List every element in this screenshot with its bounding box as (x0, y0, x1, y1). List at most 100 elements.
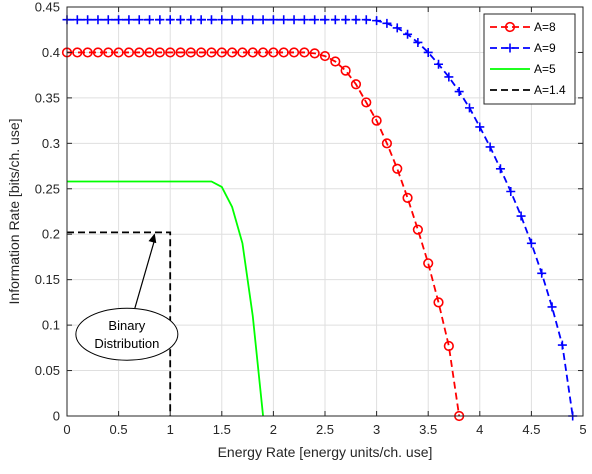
data-point (547, 302, 557, 312)
data-point (72, 15, 82, 25)
data-point (124, 15, 134, 25)
series-line (67, 51, 461, 417)
data-point (237, 15, 247, 25)
data-point (443, 340, 454, 352)
data-point (165, 47, 176, 58)
data-point (289, 15, 299, 25)
data-point (237, 47, 248, 58)
data-point (341, 15, 351, 25)
data-point (248, 15, 258, 25)
data-point (495, 164, 505, 174)
x-axis-label: Energy Rate [energy units/ch. use] (218, 444, 433, 460)
data-point (433, 297, 444, 308)
data-point (196, 15, 206, 25)
data-point (227, 47, 238, 58)
y-tick-label: 0.05 (35, 363, 60, 378)
data-point (309, 48, 320, 59)
data-point (154, 47, 165, 58)
data-point (319, 50, 331, 62)
y-tick-label: 0.3 (42, 136, 60, 151)
data-point (103, 15, 113, 25)
data-point (134, 15, 144, 25)
y-tick-label: 0.4 (42, 45, 60, 60)
series-line (67, 231, 172, 416)
data-point (403, 29, 413, 39)
data-point (340, 65, 351, 76)
data-point (144, 47, 155, 58)
data-point (413, 37, 423, 47)
legend-marker (504, 21, 516, 33)
series-layer (61, 15, 578, 422)
data-point (176, 15, 186, 25)
data-point (299, 47, 310, 58)
data-point (114, 15, 124, 25)
y-tick-label: 0.25 (35, 181, 60, 196)
data-point (82, 47, 93, 58)
data-point (155, 15, 165, 25)
data-point (475, 122, 485, 132)
annotation-ellipse (75, 307, 179, 361)
data-point (216, 47, 227, 58)
data-point (402, 192, 413, 203)
data-point (247, 47, 258, 58)
data-point (175, 47, 186, 58)
legend: A=8 A=9 A=5 A=1.4 (483, 13, 576, 105)
data-point (92, 47, 104, 58)
data-point (361, 15, 371, 25)
data-point (330, 15, 340, 25)
data-point (361, 97, 372, 108)
y-tick-label: 0.1 (42, 318, 60, 333)
data-point (464, 103, 474, 113)
data-point (257, 47, 269, 58)
x-tick-label: 2.5 (316, 422, 334, 437)
y-tick-label: 0.45 (35, 0, 60, 15)
y-axis-label: Information Rate [bits/ch. use] (6, 119, 22, 305)
annotation: Binary Distribution (75, 233, 179, 361)
data-point (454, 87, 464, 97)
data-point (351, 15, 361, 25)
annotation-arrow-shaft (134, 239, 156, 309)
data-point (444, 72, 454, 82)
data-point (268, 47, 279, 58)
data-point (206, 15, 216, 25)
data-point (227, 15, 237, 25)
data-point (134, 47, 145, 58)
data-point (165, 15, 175, 25)
data-point (206, 47, 217, 58)
annotation-text: Distribution (94, 336, 159, 351)
x-tick-label: 1 (167, 422, 174, 437)
data-point (537, 268, 547, 278)
x-tick-label: 0.5 (110, 422, 128, 437)
data-point (103, 47, 114, 58)
data-point (350, 79, 362, 90)
data-point (320, 15, 330, 25)
x-tick-label: 5 (579, 422, 586, 437)
data-point (279, 15, 289, 25)
annotation-text: Binary (108, 318, 145, 333)
data-point (392, 163, 403, 174)
data-point (372, 16, 382, 26)
x-tick-label: 0 (63, 422, 70, 437)
data-point (516, 211, 526, 221)
data-point (278, 47, 289, 58)
data-point (381, 138, 393, 149)
legend-label: A=1.4 (534, 83, 566, 97)
y-tick-label: 0.35 (35, 90, 60, 105)
legend-label: A=5 (534, 62, 556, 76)
data-point (288, 47, 300, 58)
data-point (72, 47, 83, 58)
y-tick-label: 0 (53, 409, 60, 424)
x-tick-label: 3 (373, 422, 380, 437)
data-point (330, 56, 341, 67)
data-point (557, 340, 567, 350)
data-point (526, 238, 536, 248)
y-tick-label: 0.15 (35, 272, 60, 287)
legend-label: A=9 (534, 41, 556, 55)
data-point (485, 142, 495, 152)
x-tick-label: 1.5 (213, 422, 231, 437)
data-point (93, 15, 103, 25)
x-tick-label: 4 (476, 422, 483, 437)
series-a-8 (61, 47, 465, 422)
legend-box (483, 13, 576, 105)
data-point (185, 47, 196, 58)
